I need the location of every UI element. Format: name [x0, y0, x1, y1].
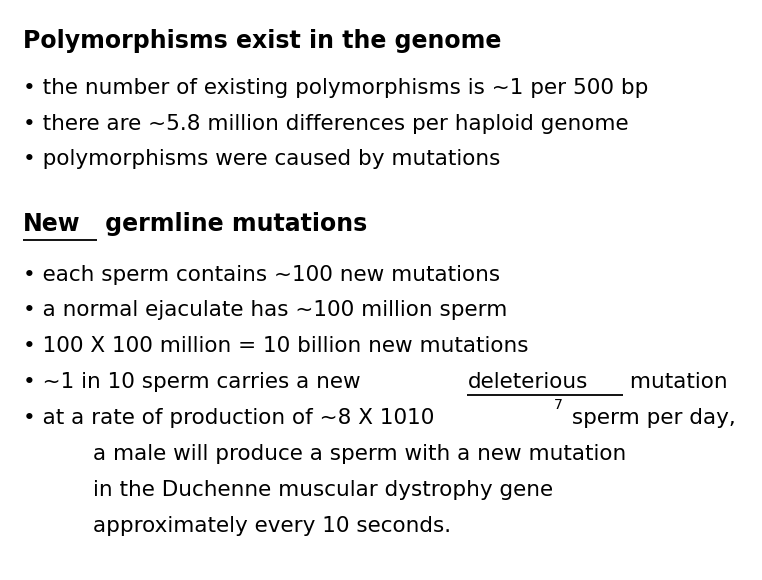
Text: Polymorphisms exist in the genome: Polymorphisms exist in the genome	[23, 29, 501, 53]
Text: • there are ~5.8 million differences per haploid genome: • there are ~5.8 million differences per…	[23, 114, 629, 133]
Text: deleterious: deleterious	[467, 372, 588, 393]
Text: New: New	[23, 212, 81, 237]
Text: • each sperm contains ~100 new mutations: • each sperm contains ~100 new mutations	[23, 264, 500, 285]
Text: • the number of existing polymorphisms is ~1 per 500 bp: • the number of existing polymorphisms i…	[23, 78, 648, 97]
Text: sperm per day,: sperm per day,	[565, 408, 736, 429]
Text: a male will produce a sperm with a new mutation: a male will produce a sperm with a new m…	[93, 444, 626, 465]
Text: • 100 X 100 million = 10 billion new mutations: • 100 X 100 million = 10 billion new mut…	[23, 336, 528, 357]
Text: • polymorphisms were caused by mutations: • polymorphisms were caused by mutations	[23, 150, 500, 169]
Text: • a normal ejaculate has ~100 million sperm: • a normal ejaculate has ~100 million sp…	[23, 300, 507, 321]
Text: in the Duchenne muscular dystrophy gene: in the Duchenne muscular dystrophy gene	[93, 480, 553, 501]
Text: 7: 7	[554, 398, 562, 412]
Text: mutation: mutation	[623, 372, 727, 393]
Text: • ~1 in 10 sperm carries a new: • ~1 in 10 sperm carries a new	[23, 372, 367, 393]
Text: • at a rate of production of ~8 X 1010: • at a rate of production of ~8 X 1010	[23, 408, 434, 429]
Text: germline mutations: germline mutations	[98, 212, 367, 237]
Text: approximately every 10 seconds.: approximately every 10 seconds.	[93, 516, 451, 537]
